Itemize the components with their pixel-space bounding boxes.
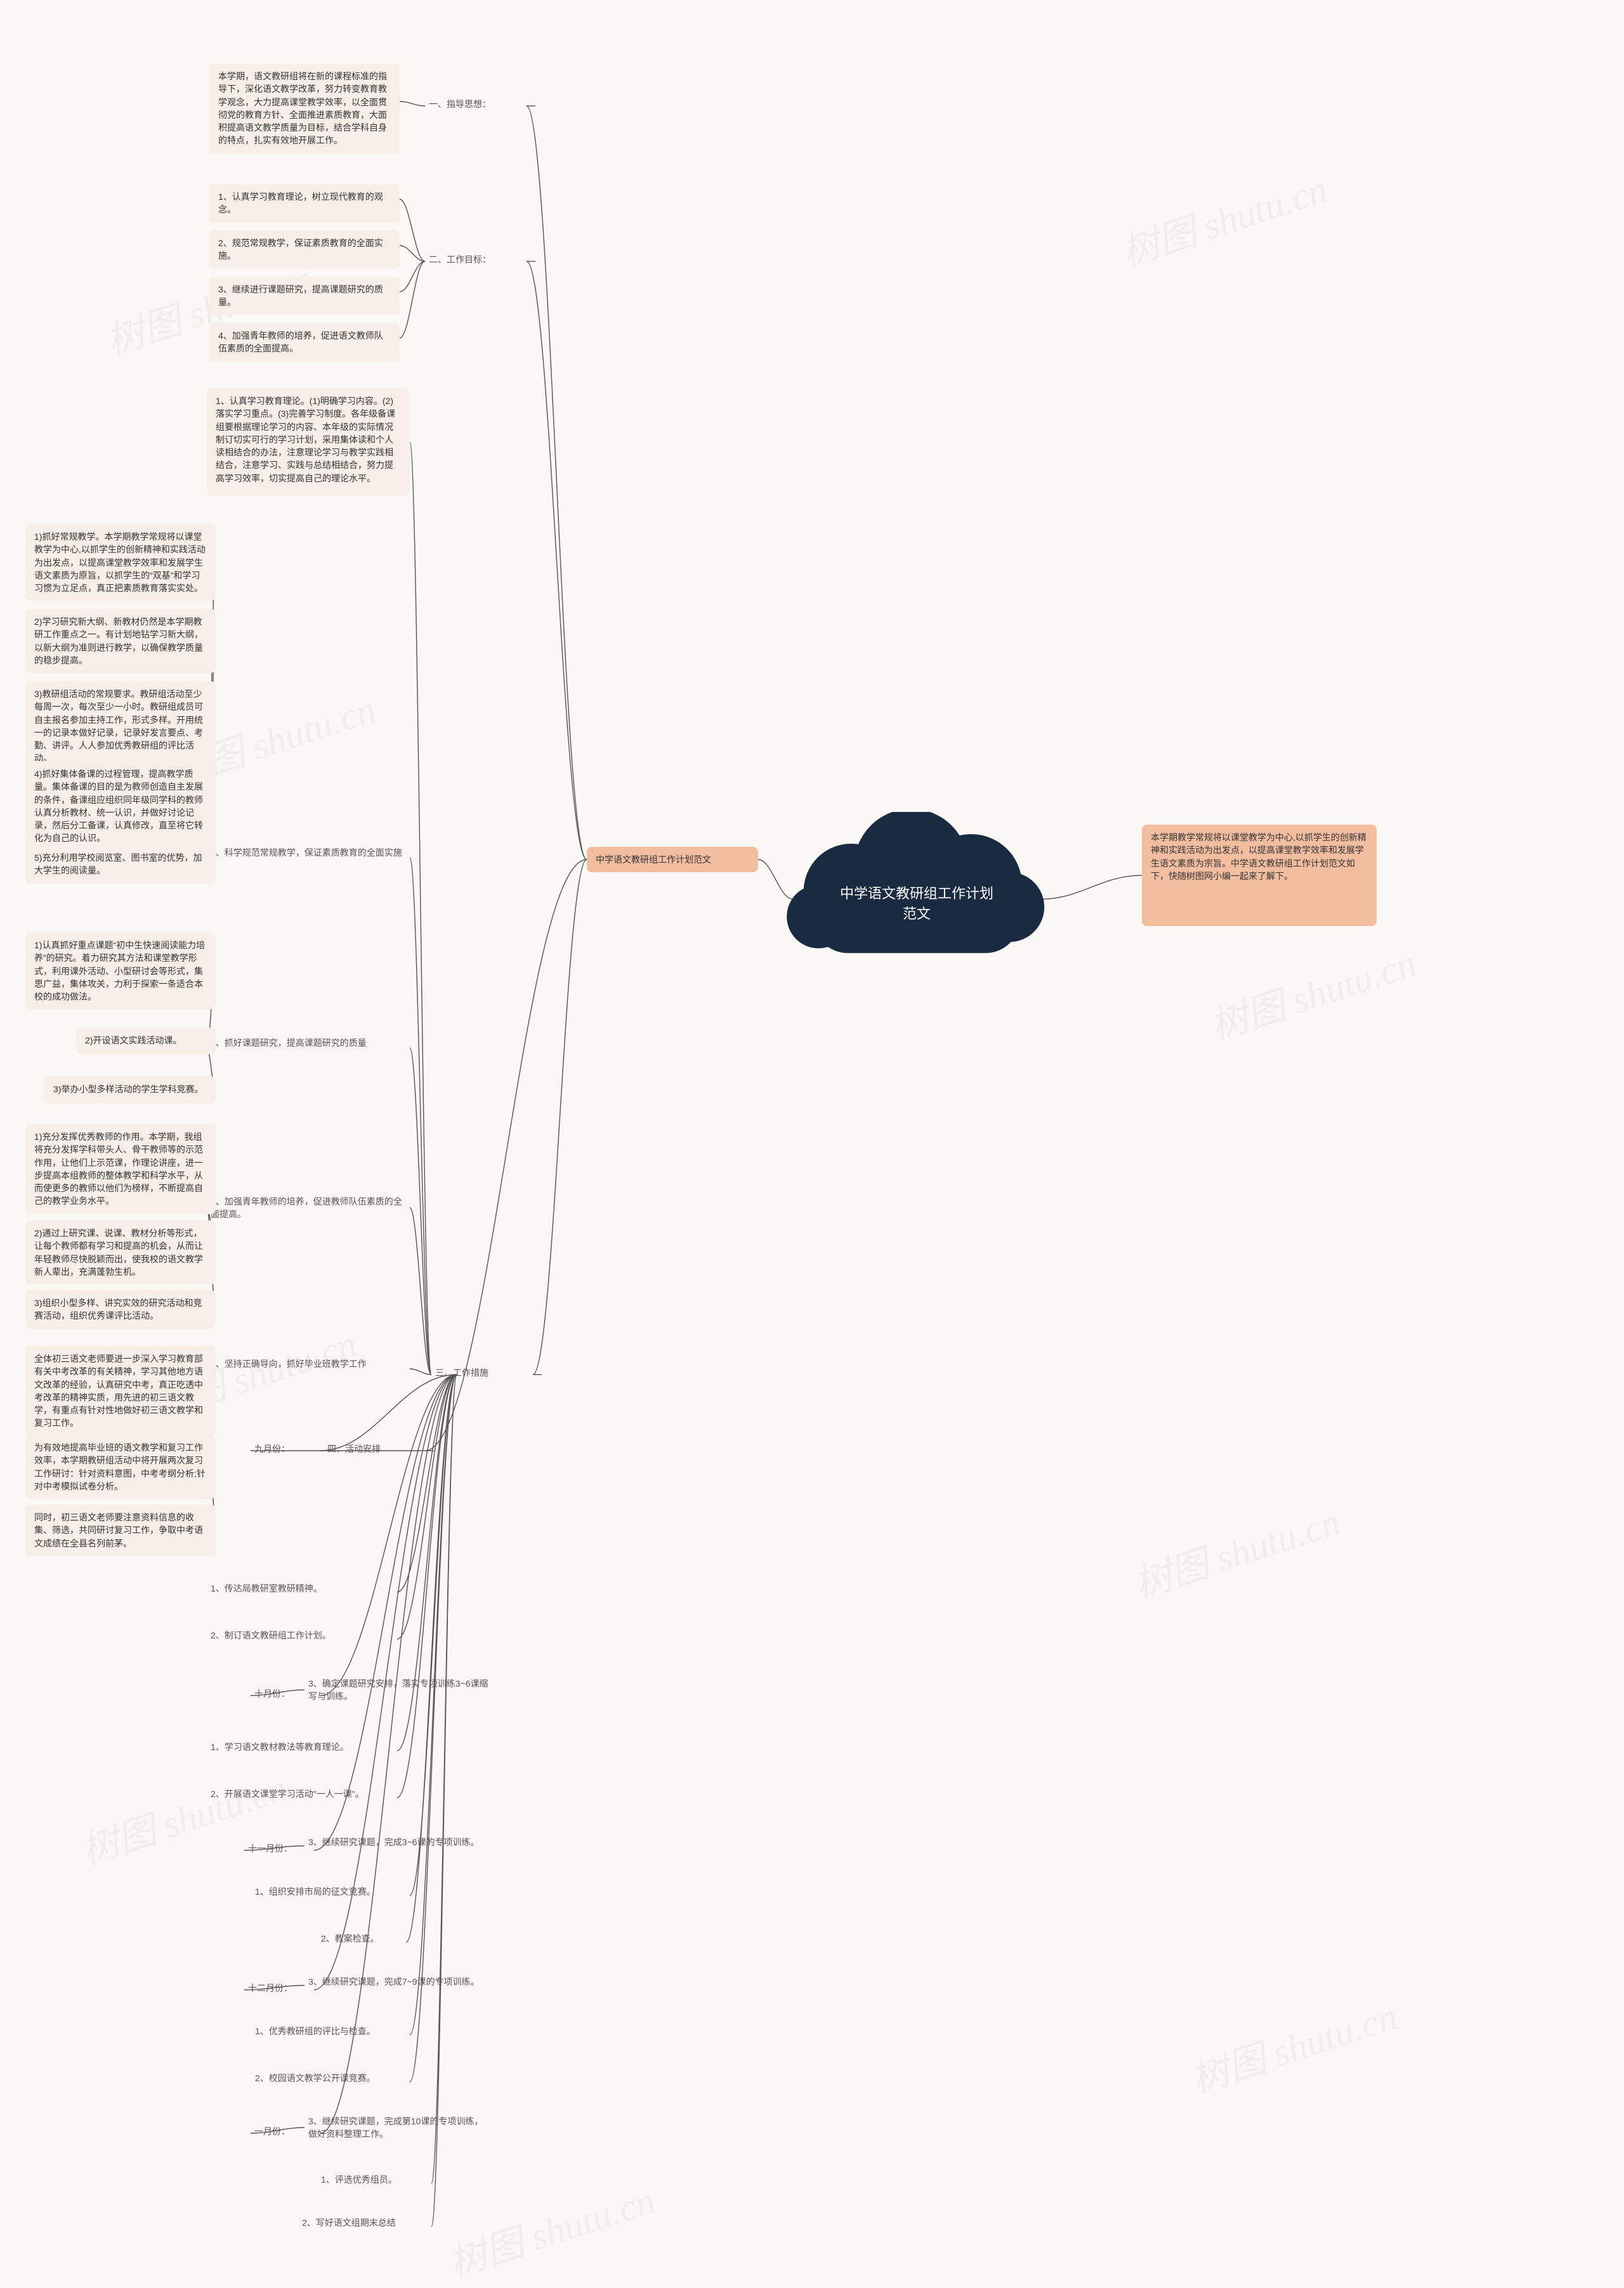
s3-b2-1: 1)抓好常规教学。本学期教学常规将以课堂教学为中心,以抓学生的创新精神和实践活动… [25, 524, 216, 601]
watermark: 树图 shutu.cn [1113, 159, 1333, 277]
watermark: 树图 shutu.cn [1183, 1985, 1403, 2104]
s3: 三、工作措施 [431, 1364, 533, 1385]
m12-2: 1、优秀教研组的评比与检查。 [251, 2022, 410, 2048]
s4: 四、活动安排 [324, 1440, 425, 1461]
s3-b4-3: 3)组织小型多样、讲究实效的研究活动和竞赛活动，组织优秀课评比活动。 [25, 1290, 216, 1329]
s3-b3-2: 2)开设语文实践活动课。 [76, 1028, 216, 1054]
m10-1: 3、确定课题研究安排，落实专项训练3~6课缩写与训练。 [304, 1675, 495, 1706]
s3-b2-2: 2)学习研究新大纲、新教材仍然是本学期教研工作重点之一。有计划地钻学习新大纲，以… [25, 609, 216, 673]
watermark: 树图 shutu.cn [1126, 1491, 1346, 1609]
m10-3: 2、开展语文课堂学习活动"一人一课"。 [207, 1785, 397, 1810]
m12-1: 3、继续研究课题，完成7~9课的专项训练。 [304, 1973, 495, 1998]
center-title-2: 范文 [840, 904, 993, 924]
s3-b1: 1、认真学习教育理论。(1)明确学习内容。(2)落实学习重点。(3)完善学习制度… [207, 388, 410, 496]
s3-b3-1: 1)认真抓好重点课题“初中生快速阅读能力培养”的研究。着力研究其方法和课堂教学形… [25, 932, 216, 1009]
s3-b4-2: 2)通过上研究课、说课、教材分析等形式，让每个教师都有学习和提高的机会，从而让年… [25, 1220, 216, 1285]
s3-b5: 5、坚持正确导向，抓好毕业班教学工作 [207, 1355, 410, 1383]
s3-b3: 3、抓好课题研究，提高课题研究的质量 [207, 1034, 410, 1062]
m10-2: 1、学习语文教材教法等教育理论。 [207, 1738, 397, 1763]
s3-b5-3: 同时，初三语文老师要注意资料信息的收集、筛选，共同研讨复习工作，争取中考语文成绩… [25, 1505, 216, 1556]
s3-b2-4: 4)抓好集体备课的过程管理，提高教学质量。集体备课的目的是为教师创造自主发展的条… [25, 761, 216, 851]
m1-3: 2、写好语文组期末总结 [298, 2214, 431, 2239]
s3-b2-3: 3)教研组活动的常规要求。教研组活动至少每周一次，每次至少一小时。教研组成员可自… [25, 681, 216, 771]
m12-label: 十二月份： [244, 1979, 314, 2001]
watermark: 树图 shutu.cn [441, 2169, 661, 2288]
root-label: 中学语文教研组工作计划范文 [587, 847, 758, 872]
s3-b2: 2、科学规范常规教学，保证素质教育的全面实施 [207, 844, 410, 872]
s1-leaf: 本学期，语文教研组将在新的课程标准的指导下，深化语文教学改革，努力转变教育教学观… [209, 63, 400, 154]
m12-3: 2、校园语文教学公开课竞赛。 [251, 2069, 410, 2095]
s2-3: 3、继续进行课题研究，提高课题研究的质量。 [209, 277, 400, 315]
s3-b2-5: 5)充分利用学校阅览室、图书室的优势，加大学生的阅读量。 [25, 845, 216, 884]
center-title-1: 中学语文教研组工作计划 [840, 884, 993, 904]
s3-b4-1: 1)充分发挥优秀教师的作用。本学期，我组将充分发挥学科带头人、骨干教师等的示范作… [25, 1124, 216, 1214]
summary: 本学期教学常规将以课堂教学为中心,以抓学生的创新精神和实践活动为出发点，以提高课… [1142, 825, 1377, 926]
watermark: 树图 shutu.cn [1202, 932, 1422, 1051]
s2-1: 1、认真学习教育理论，树立现代教育的观念。 [209, 184, 400, 223]
m11-3: 2、教案检查。 [317, 1930, 406, 1955]
m1-2: 1、评选优秀组员。 [317, 2171, 431, 2196]
s1: 一、指导思想： [425, 95, 527, 117]
s4-month: 九月份： [251, 1440, 320, 1461]
s2-4: 4、加强青年教师的培养，促进语文教师队伍素质的全面提高。 [209, 323, 400, 362]
m11-2: 1、组织安排市局的征文竞赛。 [251, 1883, 410, 1908]
s2-2: 2、规范常规教学，保证素质教育的全面实施。 [209, 230, 400, 269]
m9-2: 2、制订语文教研组工作计划。 [207, 1626, 397, 1652]
m9-1: 1、传达局教研室教研精神。 [207, 1579, 397, 1605]
m11-1: 3、继续研究课题，完成3~6课的专项训练。 [304, 1833, 495, 1859]
s3-b5-1: 全体初三语文老师要进一步深入学习教育部有关中考改革的有关精神，学习其他地方语文改… [25, 1346, 216, 1436]
s3-b4: 4、加强青年教师的培养，促进教师队伍素质的全面提高。 [207, 1193, 410, 1224]
m11-label: 十一月份： [244, 1840, 314, 1861]
s3-b5-2: 为有效地提高毕业班的语文教学和复习工作效率，本学期教研组活动中将开展两次复习工作… [25, 1435, 216, 1499]
m1-1: 3、继续研究课题，完成第10课的专项训练，做好资料整理工作。 [304, 2112, 495, 2143]
center-node[interactable]: 中学语文教研组工作计划范文 [780, 812, 1053, 971]
s3-b3-3: 3)举办小型多样活动的学生学科竞赛。 [44, 1076, 216, 1103]
s2: 二、工作目标： [425, 251, 527, 272]
